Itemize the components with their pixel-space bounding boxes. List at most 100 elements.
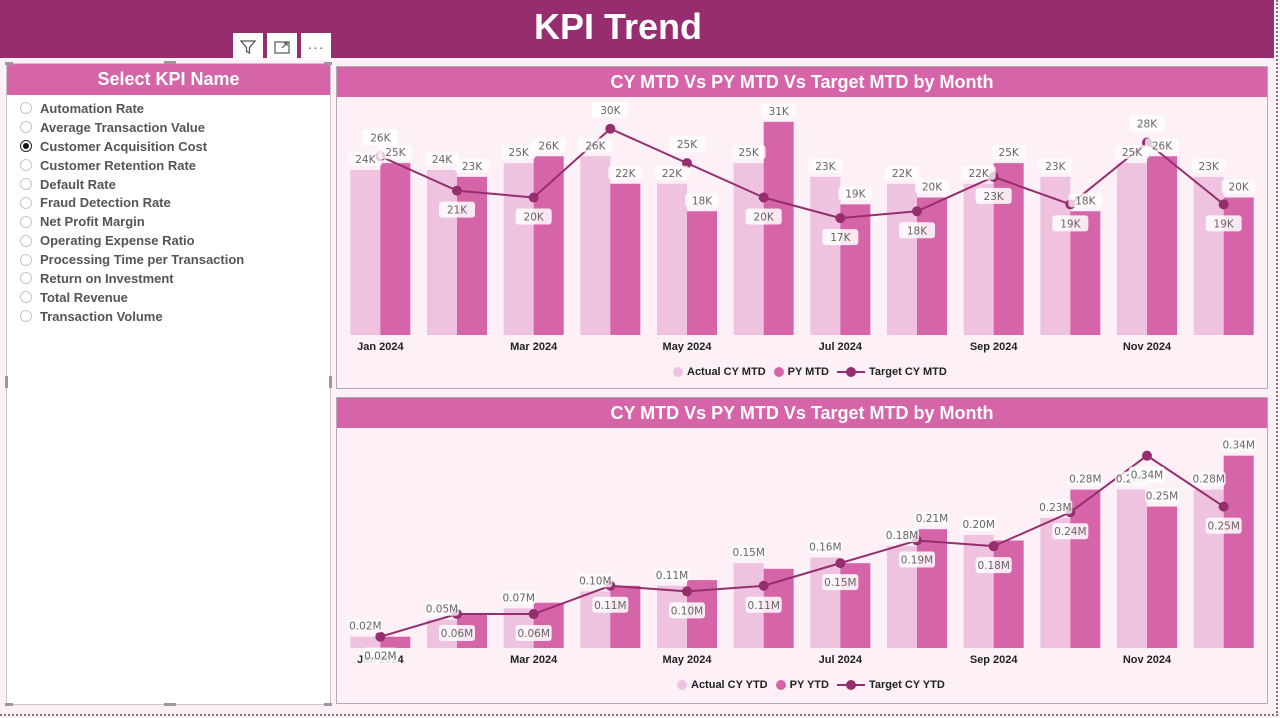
target-point[interactable]	[758, 580, 769, 591]
bar-actual[interactable]	[1117, 163, 1147, 335]
bar-py[interactable]	[1147, 156, 1177, 335]
bar-actual[interactable]	[427, 170, 457, 335]
data-label-actual: 25K	[739, 147, 760, 159]
bar-py[interactable]	[917, 529, 947, 648]
target-point[interactable]	[988, 541, 999, 552]
resize-handle-bottom-right[interactable]	[324, 703, 332, 706]
slicer-item[interactable]: Customer Retention Rate	[7, 156, 330, 175]
bar-py[interactable]	[380, 163, 411, 335]
target-point[interactable]	[528, 609, 539, 620]
radio-icon[interactable]	[20, 159, 32, 172]
bar-py[interactable]	[1147, 506, 1177, 648]
slicer-item[interactable]: Average Transaction Value	[7, 118, 330, 137]
bar-py[interactable]	[457, 176, 487, 335]
bar-py[interactable]	[1070, 211, 1101, 335]
resize-handle-bottom[interactable]	[164, 703, 176, 706]
slicer-item[interactable]: Transaction Volume	[7, 307, 330, 326]
radio-icon[interactable]	[20, 196, 32, 209]
bar-actual[interactable]	[503, 163, 534, 335]
focus-mode-button[interactable]	[267, 33, 297, 60]
radio-icon[interactable]	[20, 234, 32, 247]
legend-actual-label: Actual CY MTD	[687, 366, 766, 378]
data-label-target: 0.06M	[441, 628, 473, 640]
target-point[interactable]	[835, 213, 846, 224]
more-options-button[interactable]: ···	[301, 33, 331, 60]
bar-actual[interactable]	[1193, 489, 1224, 648]
data-label-py: 31K	[769, 106, 790, 118]
bar-actual[interactable]	[733, 163, 764, 335]
radio-icon[interactable]	[20, 102, 32, 115]
bar-py[interactable]	[917, 197, 947, 336]
bar-py[interactable]	[993, 540, 1024, 648]
radio-icon[interactable]	[20, 291, 32, 304]
radio-selected-icon[interactable]	[20, 140, 32, 153]
slicer-item[interactable]: Return on Investment	[7, 269, 330, 288]
data-label-py: 26K	[1152, 140, 1173, 152]
bar-py[interactable]	[533, 156, 564, 335]
more-options-icon: ···	[307, 38, 325, 55]
bar-py[interactable]	[763, 121, 794, 335]
data-label-bg	[501, 590, 536, 605]
slicer-item[interactable]: Default Rate	[7, 175, 330, 194]
target-point[interactable]	[452, 185, 462, 196]
data-label-target: 23K	[984, 191, 1005, 203]
bar-actual[interactable]	[1117, 489, 1147, 648]
bar-py[interactable]	[1223, 455, 1254, 648]
data-label-target: 20K	[754, 212, 775, 224]
legend-target-label: Target CY YTD	[868, 679, 945, 691]
resize-handle-bottom-left[interactable]	[5, 703, 13, 706]
bar-py[interactable]	[840, 204, 871, 335]
slicer-item[interactable]: Net Profit Margin	[7, 212, 330, 231]
target-point[interactable]	[758, 192, 769, 203]
target-point[interactable]	[528, 192, 539, 203]
data-label-bg	[515, 208, 552, 225]
bar-actual[interactable]	[1040, 517, 1071, 648]
resize-handle-right[interactable]	[329, 376, 332, 388]
radio-icon[interactable]	[20, 272, 32, 285]
target-point[interactable]	[605, 123, 616, 134]
bar-actual[interactable]	[963, 183, 994, 335]
bar-actual[interactable]	[350, 170, 381, 335]
target-point[interactable]	[912, 206, 922, 217]
slicer-item[interactable]: Total Revenue	[7, 288, 330, 307]
target-point[interactable]	[1218, 501, 1229, 512]
resize-handle-top-right[interactable]	[324, 62, 332, 65]
bar-actual[interactable]	[657, 183, 687, 335]
radio-icon[interactable]	[20, 178, 32, 190]
slicer-item-label: Automation Rate	[40, 100, 144, 116]
radio-icon[interactable]	[20, 310, 32, 323]
filter-button[interactable]	[233, 33, 263, 60]
bar-actual[interactable]	[1040, 176, 1071, 335]
resize-handle-top-left[interactable]	[5, 62, 13, 65]
slicer-item[interactable]: Automation Rate	[7, 99, 330, 118]
bar-actual[interactable]	[810, 176, 841, 335]
bar-actual[interactable]	[350, 636, 381, 648]
bar-actual[interactable]	[810, 557, 841, 648]
target-point[interactable]	[375, 631, 386, 642]
bar-py[interactable]	[380, 636, 411, 648]
data-label-py: 25K	[385, 147, 406, 159]
bar-actual[interactable]	[963, 534, 994, 648]
radio-icon[interactable]	[20, 253, 32, 266]
bar-py[interactable]	[1070, 489, 1101, 648]
slicer-item[interactable]: Customer Acquisition Cost	[7, 137, 330, 156]
target-point[interactable]	[1142, 450, 1152, 461]
bar-py[interactable]	[610, 183, 641, 335]
slicer-item[interactable]: Processing Time per Transaction	[7, 250, 330, 269]
radio-icon[interactable]	[20, 121, 32, 134]
resize-handle-top[interactable]	[164, 61, 176, 64]
resize-handle-left[interactable]	[5, 376, 8, 388]
data-label-bg	[1129, 466, 1165, 483]
target-point[interactable]	[1218, 199, 1229, 210]
slicer-item[interactable]: Fraud Detection Rate	[7, 193, 330, 212]
slicer-item[interactable]: Operating Expense Ratio	[7, 231, 330, 250]
radio-icon[interactable]	[20, 215, 32, 228]
bar-actual[interactable]	[1193, 176, 1224, 335]
target-point[interactable]	[682, 586, 692, 597]
bar-actual[interactable]	[580, 156, 611, 335]
bar-py[interactable]	[687, 211, 717, 335]
target-point[interactable]	[682, 158, 692, 169]
target-point[interactable]	[835, 558, 846, 569]
bar-py[interactable]	[610, 585, 641, 648]
bar-actual[interactable]	[887, 183, 917, 335]
